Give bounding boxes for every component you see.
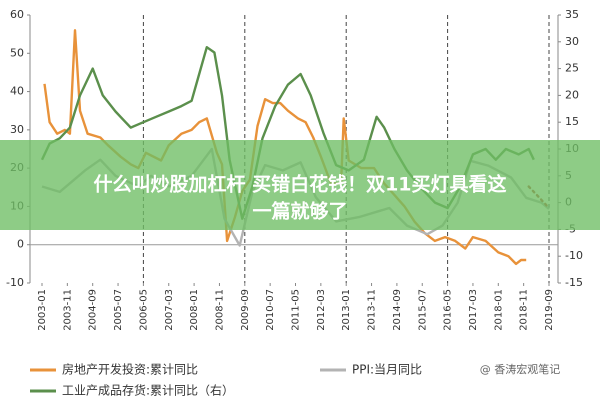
x-tick-label: 2008-01 (189, 289, 200, 331)
x-tick-label: 2013-11 (367, 289, 378, 331)
x-tick-label: 2011-05 (291, 289, 302, 331)
y2-tick-label: 30 (565, 35, 579, 48)
x-tick-label: 2012-03 (316, 289, 327, 331)
y-tick-label: 0 (17, 238, 24, 251)
x-tick-label: 2016-05 (443, 289, 454, 331)
y2-tick-label: -15 (565, 276, 583, 289)
x-tick-label: 2008-11 (214, 289, 225, 331)
y-tick-label: 50 (10, 46, 24, 59)
x-tick-label: 2003-11 (62, 289, 73, 331)
x-tick-label: 2007-03 (164, 289, 175, 331)
y2-tick-label: 35 (565, 8, 579, 21)
x-tick-label: 2010-07 (265, 289, 276, 331)
y2-tick-label: 15 (565, 115, 579, 128)
x-tick-label: 2005-07 (113, 289, 124, 331)
x-tick-label: 2019-09 (544, 289, 555, 331)
x-tick-label: 2013-01 (341, 289, 352, 331)
x-tick-label: 2004-09 (88, 289, 99, 331)
banner-text[interactable]: 什么叫炒股加杠杆 买错白花钱！双11买灯具看这 (93, 173, 506, 196)
y-tick-label: 30 (10, 123, 24, 136)
legend-label: PPI:当月同比 (352, 363, 422, 377)
x-tick-label: 2014-09 (392, 289, 403, 331)
y2-tick-label: -10 (565, 249, 583, 262)
y2-tick-label: 20 (565, 88, 579, 101)
y2-tick-label: 25 (565, 62, 579, 75)
x-tick-label: 2006-05 (138, 289, 149, 331)
legend-label: 房地产开发投资:累计同比 (62, 362, 198, 377)
x-tick-label: 2015-07 (417, 289, 428, 331)
y-tick-label: -10 (6, 276, 24, 289)
legend-label: 工业产成品存货:累计同比（右） (62, 383, 234, 398)
x-tick-label: 2003-01 (37, 289, 48, 331)
x-tick-label: 2017-03 (468, 289, 479, 331)
y-tick-label: 60 (10, 8, 24, 21)
x-tick-label: 2009-09 (240, 289, 251, 331)
x-tick-label: 2018-11 (519, 289, 530, 331)
banner-text[interactable]: 一篇就够了 (252, 200, 347, 223)
x-tick-label: 2018-01 (493, 289, 504, 331)
y-tick-label: 40 (10, 85, 24, 98)
banner[interactable] (0, 140, 600, 230)
watermark: @ 香涛宏观笔记 (480, 362, 561, 376)
